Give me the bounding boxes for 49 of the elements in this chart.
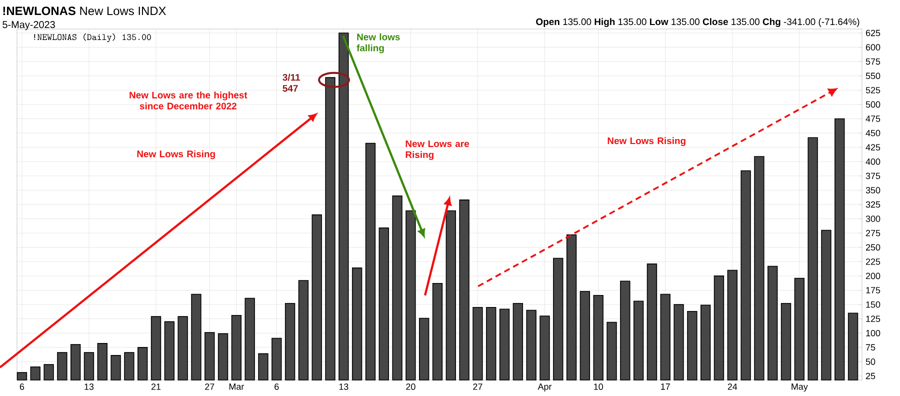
y-tick-label: 625 xyxy=(866,30,880,36)
annotation: 3/11 547 xyxy=(282,74,300,92)
x-tick-label: 6 xyxy=(274,384,279,390)
y-tick-label: 75 xyxy=(866,344,876,351)
y-tick-label: 525 xyxy=(866,86,880,94)
y-tick-label: 250 xyxy=(866,244,880,251)
chart-title: !NEWLONAS New Lows INDX xyxy=(3,6,166,16)
y-tick-label: 200 xyxy=(866,272,880,280)
y-tick-label: 25 xyxy=(866,372,876,380)
x-tick-label: Apr xyxy=(538,384,552,392)
x-tick-label: 10 xyxy=(594,384,603,390)
y-tick-label: 175 xyxy=(866,287,880,294)
y-tick-label: 225 xyxy=(866,258,880,265)
y-tick-label: 125 xyxy=(866,316,880,322)
x-tick-label: 13 xyxy=(339,384,348,390)
y-tick-label: 550 xyxy=(866,72,880,80)
y-tick-label: 450 xyxy=(866,130,880,136)
x-tick-label: 17 xyxy=(661,384,670,390)
x-tick-label: 27 xyxy=(205,384,214,390)
y-tick-label: 600 xyxy=(866,44,880,50)
x-tick-label: 24 xyxy=(728,384,738,390)
y-tick-label: 50 xyxy=(866,358,876,365)
annotation: New lows falling xyxy=(356,33,400,54)
x-tick-label: 21 xyxy=(151,384,161,390)
y-tick-label: 275 xyxy=(866,230,880,236)
y-tick-label: 400 xyxy=(866,158,880,165)
y-tick-label: 425 xyxy=(866,144,880,151)
y-tick-label: 475 xyxy=(866,116,880,122)
x-tick-label: 27 xyxy=(473,384,482,390)
x-tick-label: Mar xyxy=(229,384,244,390)
text: Open 135.00 High 135.00 Low 135.00 Close 135.00 Chg -341.00 (-71.64%) xyxy=(536,18,860,27)
y-tick-label: 500 xyxy=(866,101,880,108)
y-tick-label: 350 xyxy=(866,187,880,194)
y-tick-label: 150 xyxy=(866,301,880,308)
annotation: !NEWLONAS (Daily) 135.00 xyxy=(34,33,151,42)
x-tick-label: 6 xyxy=(20,384,24,390)
y-tick-label: 325 xyxy=(866,201,880,208)
x-tick-label: 13 xyxy=(84,384,94,390)
y-tick-label: 575 xyxy=(866,58,880,65)
x-tick-label: May xyxy=(792,384,808,392)
annotation: New Lows are Rising xyxy=(406,140,470,160)
y-tick-label: 375 xyxy=(866,172,880,180)
annotation: New Lows are the highest since December 2022 xyxy=(130,92,248,110)
x-tick-label: 20 xyxy=(406,384,416,390)
y-tick-label: 300 xyxy=(866,216,880,222)
y-tick-label: 100 xyxy=(866,330,880,336)
annotation: New Lows Rising xyxy=(608,137,686,146)
annotation: New Lows Rising xyxy=(137,150,215,160)
chart-subtitle: 5-May-2023 xyxy=(2,21,55,30)
